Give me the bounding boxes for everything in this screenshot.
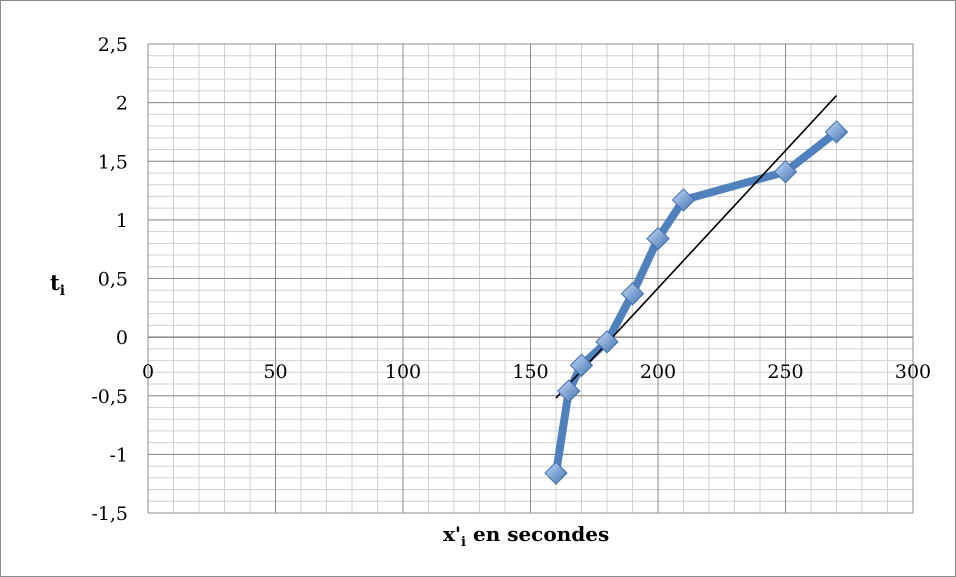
y-tick-label: 1 (116, 210, 128, 232)
data-point-marker (646, 226, 670, 251)
series-layer (552, 127, 841, 478)
x-tick-label: 150 (512, 361, 548, 383)
x-tick-label: 300 (895, 361, 931, 383)
series-line (552, 127, 841, 478)
y-tick-label: 2,5 (98, 34, 128, 56)
data-point-marker (544, 461, 568, 485)
major-grid (147, 43, 914, 514)
data-point-marker (824, 120, 849, 144)
y-axis-title: ti (50, 270, 65, 299)
trendline (555, 95, 838, 399)
x-tick-label: 200 (640, 361, 676, 383)
y-tick-label: 1,5 (98, 151, 128, 173)
x-tick-label: 50 (263, 361, 287, 383)
y-tick-label: 2 (116, 93, 128, 115)
y-tick-label: -1 (109, 444, 128, 466)
plot-border (147, 43, 914, 514)
x-tick-labels: 0 50 100 150 200 250 300 (142, 361, 931, 383)
data-point-marker (569, 353, 594, 377)
y-tick-label: 0 (116, 327, 128, 349)
marker-layer (544, 120, 849, 485)
data-point-marker (671, 188, 696, 212)
data-point-marker (557, 379, 581, 403)
y-tick-labels: -1,5 -1 -0,5 0 0,5 1 1,5 2 2,5 (91, 34, 128, 525)
trendline-layer (555, 95, 838, 399)
data-point-marker (773, 160, 798, 184)
x-axis-title: x'i en secondes (443, 522, 609, 550)
x-tick-label: 0 (142, 361, 154, 383)
y-tick-label: -0,5 (91, 386, 128, 408)
data-point-marker (595, 330, 619, 354)
x-tick-label: 250 (767, 361, 803, 383)
data-point-marker (620, 282, 645, 306)
x-tick-label: 100 (385, 361, 421, 383)
y-tick-label: -1,5 (91, 503, 128, 525)
y-tick-label: 0,5 (98, 269, 128, 291)
